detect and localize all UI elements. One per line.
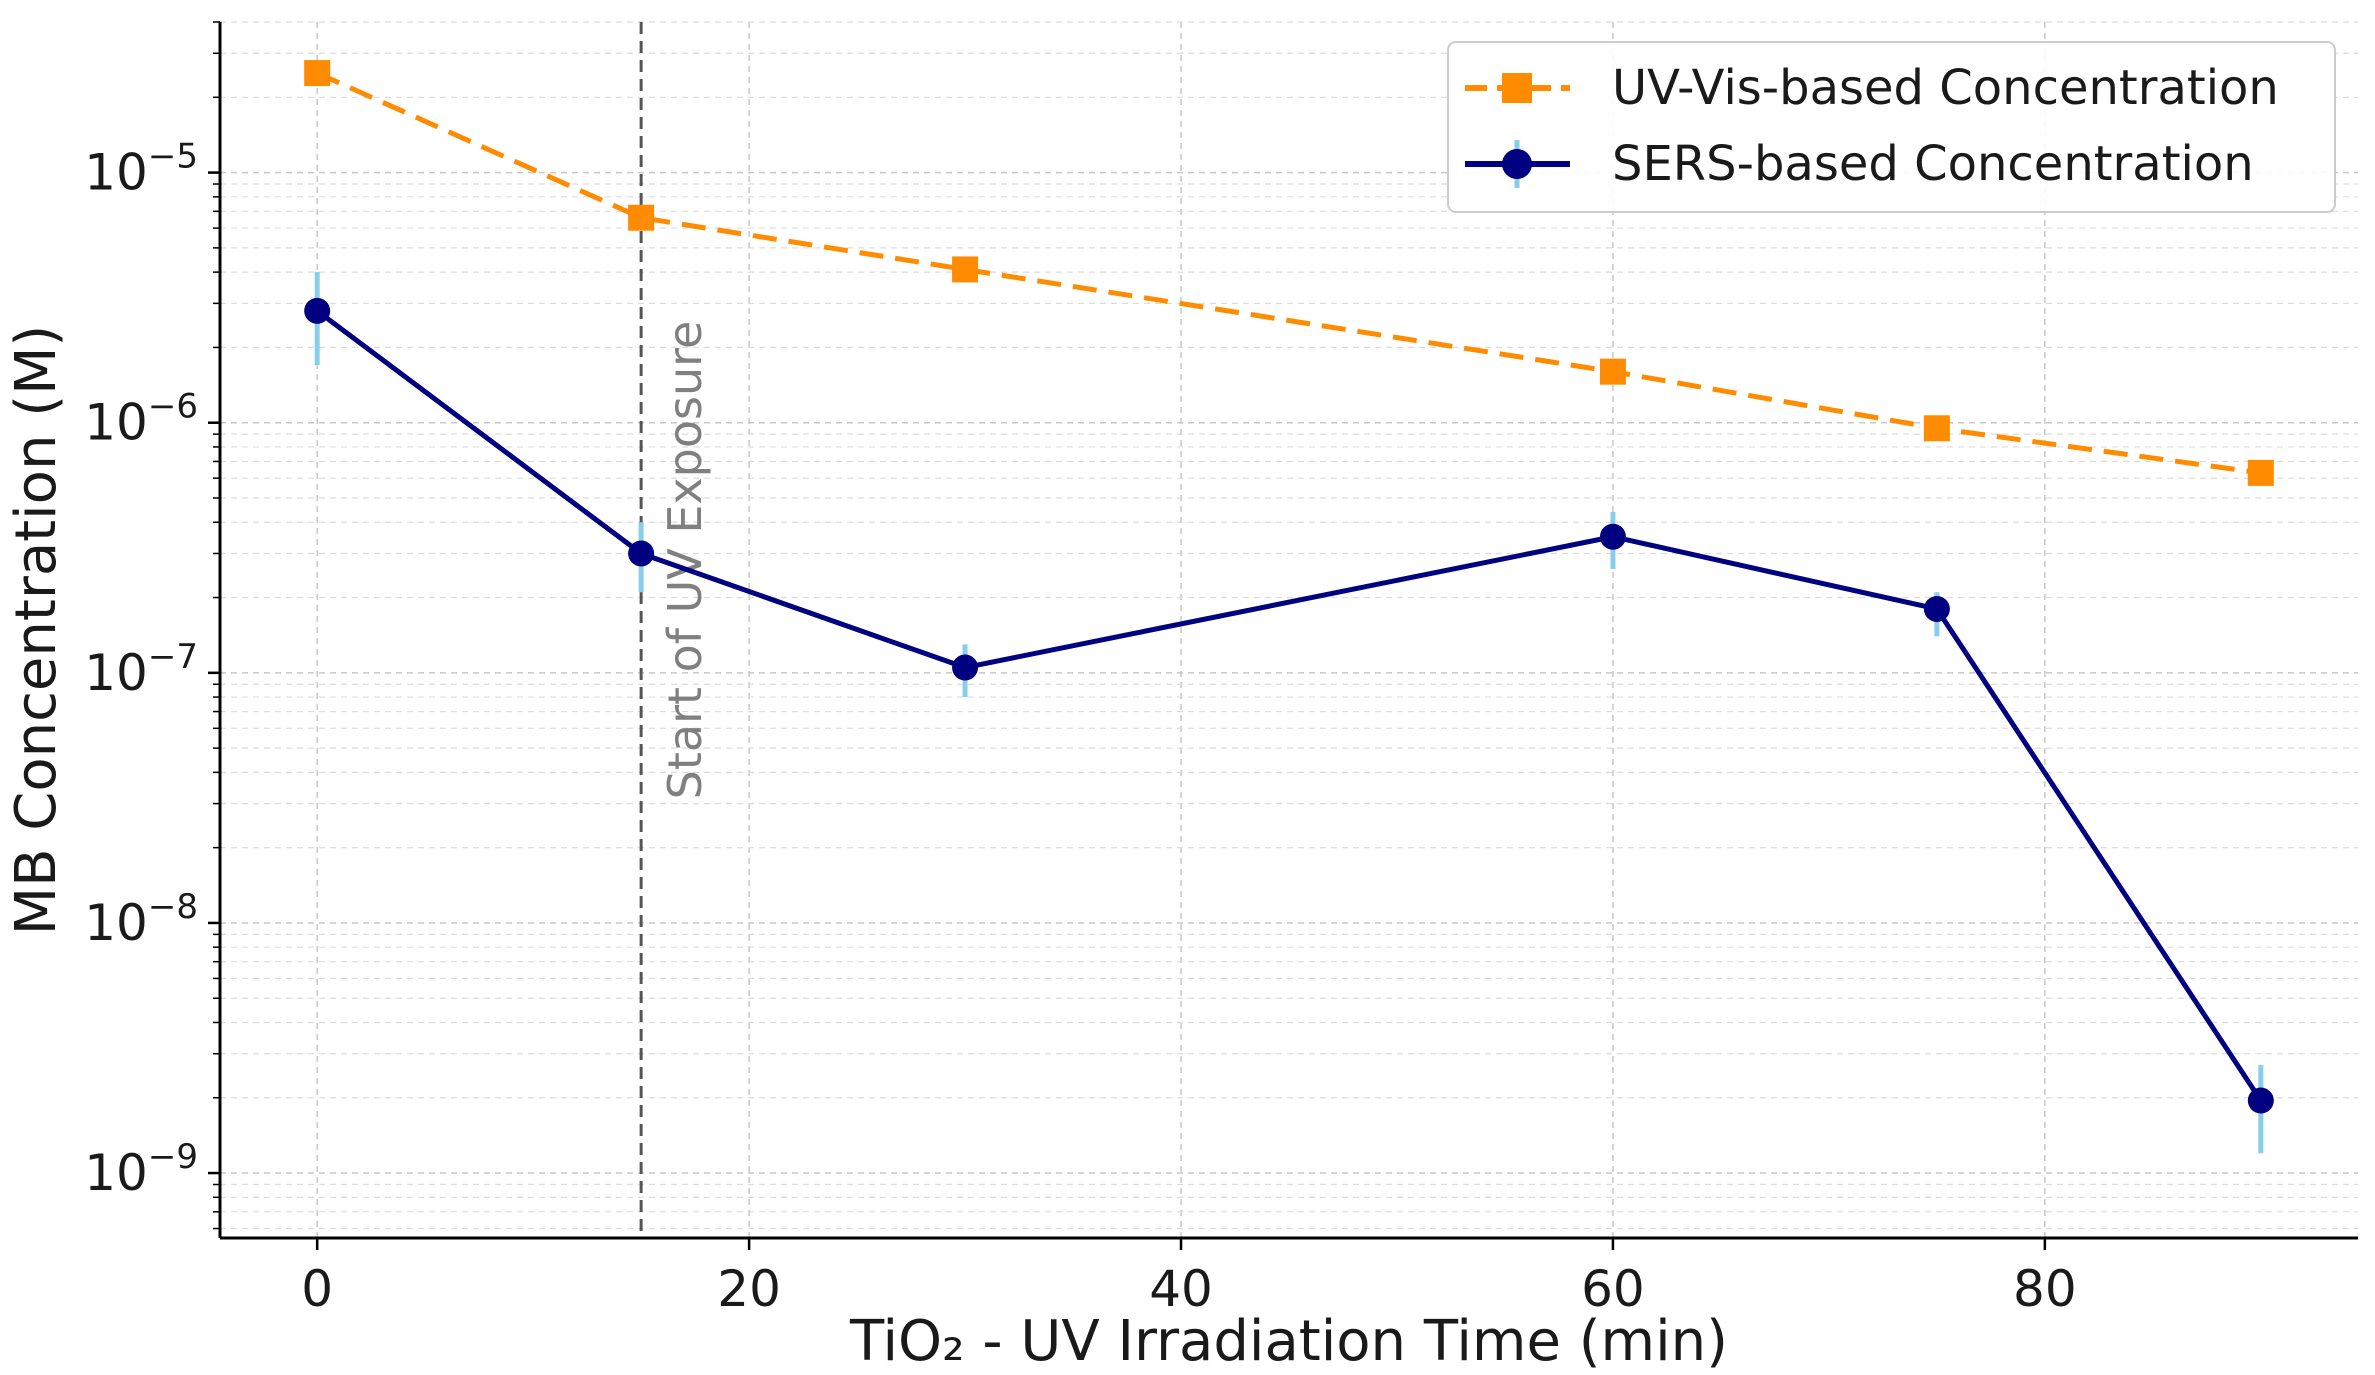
- axes: [218, 22, 2358, 1240]
- y-tick-label: 10−5: [84, 137, 198, 202]
- uvvis-point: [2247, 459, 2274, 486]
- sers-point: [628, 540, 655, 567]
- legend-marker-sers: [1502, 149, 1532, 179]
- grid: [220, 21, 2358, 1238]
- sers-point: [2247, 1087, 2274, 1114]
- tick-layer: 0 20 40 60 80 10−9 10−8 10−7 10−6 10−5: [84, 21, 2077, 1318]
- legend-label-uvvis: UV-Vis-based Concentration: [1612, 60, 2279, 116]
- x-tick-label: 20: [717, 1260, 781, 1318]
- uvvis-point: [628, 204, 655, 231]
- legend-label-sers: SERS-based Concentration: [1612, 136, 2254, 192]
- y-tick-label: 10−6: [84, 387, 198, 452]
- annotation-layer: Start of UV Exposure: [639, 22, 712, 1238]
- x-axis-label: TiO₂ - UV Irradiation Time (min): [849, 1309, 1728, 1374]
- y-axis-label: MB Concentration (M): [4, 325, 69, 936]
- uvvis-point: [1599, 358, 1626, 385]
- y-tick-label: 10−8: [84, 887, 198, 952]
- series-layer: [304, 60, 2274, 1154]
- y-tick-label: 10−9: [84, 1137, 198, 1202]
- uvvis-point: [304, 60, 331, 87]
- x-tick-label: 40: [1149, 1260, 1213, 1318]
- sers-point: [1923, 595, 1950, 622]
- y-tick-label: 10−7: [84, 637, 198, 702]
- x-tick-label: 60: [1581, 1260, 1645, 1318]
- uvvis-point: [1923, 415, 1950, 442]
- legend-marker-uvvis: [1502, 73, 1532, 103]
- legend-box: [1447, 41, 2336, 213]
- sers-point: [304, 297, 331, 324]
- uvvis-point: [952, 256, 979, 283]
- legend: UV-Vis-based Concentration SERS-based Co…: [1447, 41, 2336, 213]
- x-tick-label: 0: [301, 1260, 333, 1318]
- sers-point: [952, 654, 979, 681]
- sers-series-line: [315, 308, 2263, 1102]
- uvvis-series-line: [316, 70, 2262, 476]
- sers-point: [1599, 523, 1626, 550]
- x-tick-label: 80: [2013, 1260, 2077, 1318]
